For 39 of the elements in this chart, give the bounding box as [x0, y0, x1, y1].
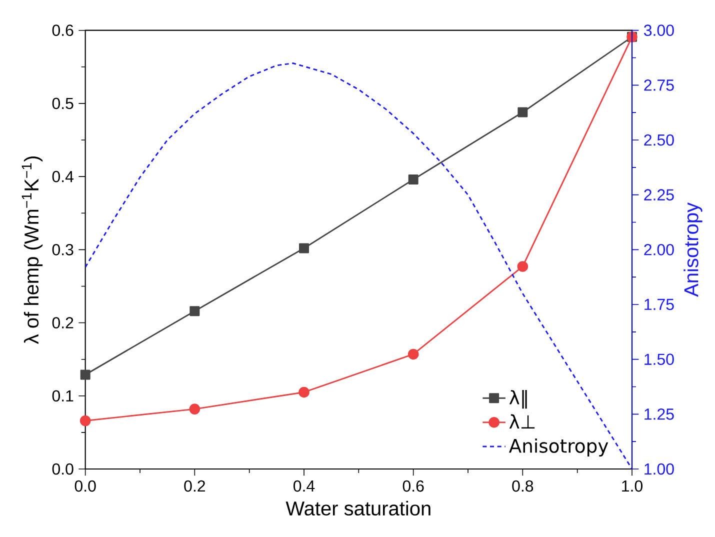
y-axis-title: λ of hemp (Wm$^{−1}$K$^{−1}$)	[22, 156, 43, 344]
x-axis-title: Water saturation	[286, 500, 430, 516]
point	[517, 261, 528, 272]
y2-tick-label: 1.25	[644, 408, 674, 420]
point	[298, 386, 310, 398]
y-tick-label: 0.2	[52, 317, 74, 328]
y-tick-label: 0.5	[52, 98, 74, 110]
y2-tick-label: 1.75	[644, 298, 674, 310]
point	[80, 370, 90, 380]
legend-label: λ‖	[509, 390, 527, 409]
y2-tick-label: 1.50	[644, 354, 674, 365]
point	[518, 107, 528, 118]
line-series	[85, 62, 632, 469]
x-tick-label: 0.0	[74, 480, 96, 492]
point	[408, 174, 418, 184]
y-tick-label: 0.6	[52, 24, 74, 36]
point	[408, 348, 419, 360]
legend-label: λ⊥	[509, 414, 535, 428]
point	[299, 243, 310, 254]
y-tick-label: 0.3	[52, 244, 74, 256]
x-tick-label: 0.6	[402, 480, 424, 492]
point	[190, 306, 200, 316]
legend-label: Anisotropy	[508, 438, 608, 457]
y-tick-label: 0.4	[52, 170, 74, 182]
y2-tick-label: 1.00	[644, 463, 674, 475]
y2-axis-title: Anisotropy	[684, 202, 702, 297]
y-tick-label: 0.0	[52, 463, 74, 475]
y2-tick-label: 2.75	[644, 80, 674, 91]
point	[80, 415, 91, 426]
y2-tick-label: 2.50	[644, 134, 674, 146]
y2-tick-label: 3.00	[644, 24, 674, 36]
x-tick-label: 0.4	[294, 480, 315, 492]
y-tick-label: 0.1	[52, 390, 74, 402]
x-tick-label: 1.0	[622, 480, 643, 492]
y2-tick-label: 2.25	[644, 189, 674, 200]
y2-tick-label: 2.00	[644, 244, 674, 256]
x-tick-label: 0.2	[184, 480, 205, 492]
x-tick-label: 0.8	[512, 480, 534, 492]
point	[189, 404, 200, 414]
